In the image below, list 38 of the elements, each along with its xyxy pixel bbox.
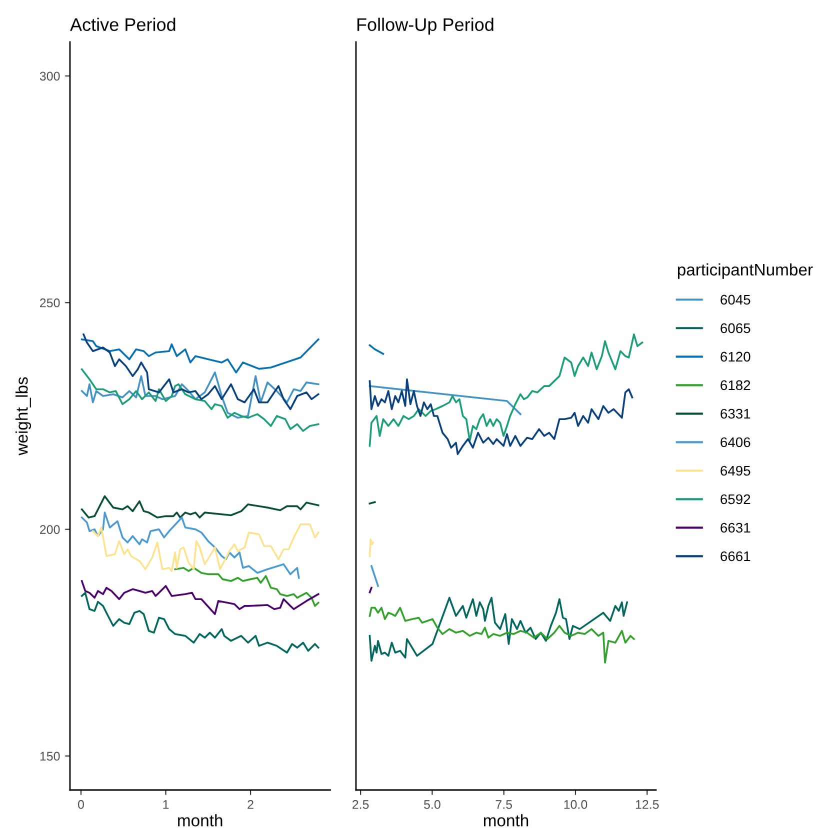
x-tick-label: 2 bbox=[248, 800, 254, 809]
legend-label: 6331 bbox=[720, 408, 750, 419]
x-tick-label: 1 bbox=[163, 800, 169, 809]
chart-title: Follow-Up Period bbox=[357, 18, 494, 35]
line-series bbox=[80, 495, 320, 518]
line-series bbox=[82, 333, 320, 410]
x-tick-label: 7.5 bbox=[496, 800, 512, 809]
legend-label: 6045 bbox=[720, 294, 750, 305]
line-series bbox=[80, 580, 320, 615]
y-tick-label: 150 bbox=[40, 752, 60, 761]
line-series bbox=[80, 592, 320, 654]
y-axis-title: weight_lbs bbox=[16, 377, 32, 456]
line-series bbox=[80, 512, 300, 579]
legend-label: 6495 bbox=[720, 466, 750, 476]
legend-label: 6182 bbox=[720, 380, 750, 390]
line-series bbox=[80, 372, 320, 419]
legend-label: 6631 bbox=[720, 522, 750, 533]
line-series bbox=[174, 566, 320, 607]
line-series bbox=[92, 523, 320, 572]
x-axis-title: month bbox=[484, 814, 528, 826]
legend-label: 6120 bbox=[720, 352, 750, 362]
x-tick-label: 12.5 bbox=[636, 800, 659, 809]
line-series bbox=[80, 368, 320, 432]
x-tick-label: 5.0 bbox=[424, 800, 440, 809]
line-series bbox=[80, 338, 320, 374]
legend-title: participantNumber bbox=[678, 263, 813, 279]
chart-title: Active Period bbox=[70, 18, 176, 32]
x-tick-label: 0 bbox=[78, 800, 84, 809]
x-axis-title: month bbox=[178, 814, 222, 826]
y-tick-label: 250 bbox=[40, 298, 60, 308]
legend-label: 6406 bbox=[720, 437, 750, 448]
y-tick-label: 200 bbox=[40, 525, 60, 534]
legend-label: 6592 bbox=[720, 494, 750, 504]
legend-label: 6065 bbox=[720, 323, 750, 334]
legend-label: 6661 bbox=[720, 551, 750, 562]
y-tick-label: 300 bbox=[40, 72, 60, 81]
x-tick-label: 10.0 bbox=[564, 800, 588, 809]
x-tick-label: 2.5 bbox=[352, 800, 369, 809]
